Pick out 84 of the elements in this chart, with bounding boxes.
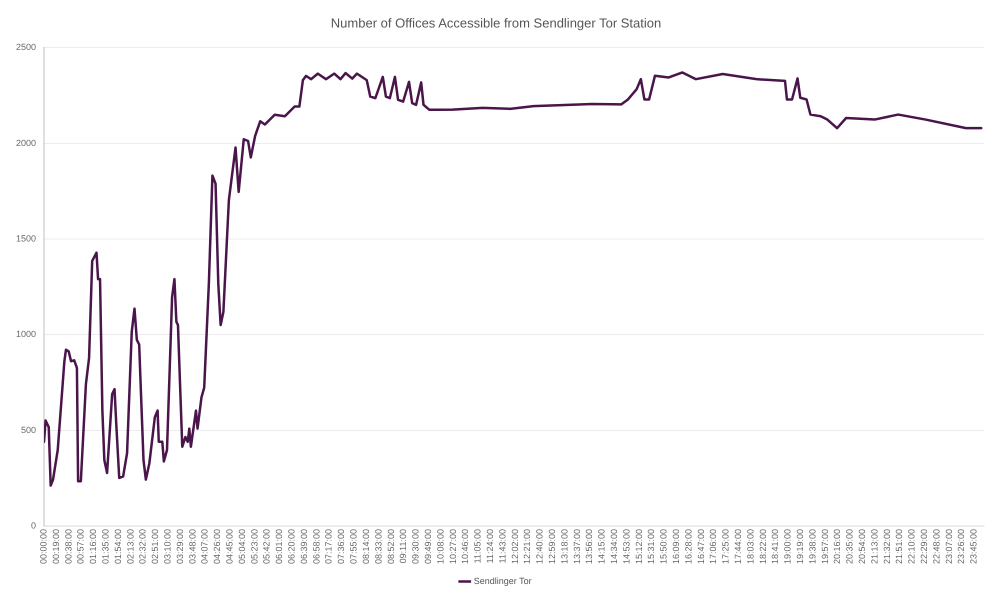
legend-label: Sendlinger Tor bbox=[474, 576, 532, 586]
x-tick-label: 00:00:00 bbox=[38, 528, 49, 564]
x-tick-label: 09:49:00 bbox=[422, 528, 433, 564]
x-tick-label: 18:22:00 bbox=[758, 528, 768, 564]
chart-title: Number of Offices Accessible from Sendlinger Tor Station bbox=[330, 15, 662, 30]
x-tick-label: 08:14:00 bbox=[360, 528, 371, 564]
x-tick-label: 08:33:00 bbox=[373, 528, 384, 564]
x-tick-label: 03:10:00 bbox=[162, 528, 173, 564]
x-tick-label: 18:41:00 bbox=[770, 528, 780, 564]
x-tick-label: 15:31:00 bbox=[646, 528, 656, 564]
x-tick-label: 18:03:00 bbox=[745, 528, 756, 564]
x-tick-label: 00:19:00 bbox=[50, 528, 61, 564]
x-tick-label: 10:27:00 bbox=[448, 528, 458, 564]
x-tick-label: 08:52:00 bbox=[386, 528, 396, 564]
x-tick-label: 09:30:00 bbox=[410, 528, 421, 564]
x-tick-label: 05:42:00 bbox=[262, 528, 272, 564]
x-tick-label: 20:54:00 bbox=[857, 528, 868, 564]
x-tick-label: 10:08:00 bbox=[435, 528, 446, 564]
x-tick-label: 11:43:00 bbox=[497, 528, 508, 564]
x-tick-label: 16:28:00 bbox=[683, 528, 694, 564]
x-tick-label: 22:29:00 bbox=[919, 528, 930, 564]
x-tick-label: 02:13:00 bbox=[125, 528, 136, 564]
x-tick-label: 13:18:00 bbox=[559, 528, 570, 564]
y-tick-label: 2500 bbox=[16, 42, 36, 52]
y-tick-label: 500 bbox=[20, 424, 36, 435]
x-tick-label: 07:17:00 bbox=[324, 528, 334, 564]
x-tick-label: 16:09:00 bbox=[671, 528, 681, 564]
y-tick-label: 1000 bbox=[16, 329, 36, 340]
x-tick-label: 19:00:00 bbox=[782, 528, 793, 564]
x-tick-label: 22:48:00 bbox=[931, 528, 942, 564]
x-tick-label: 16:47:00 bbox=[696, 528, 706, 564]
x-tick-label: 14:53:00 bbox=[621, 528, 632, 564]
x-tick-label: 00:38:00 bbox=[63, 528, 74, 564]
x-tick-label: 06:39:00 bbox=[298, 528, 309, 564]
x-tick-label: 00:57:00 bbox=[76, 528, 86, 564]
x-tick-label: 15:12:00 bbox=[634, 528, 644, 564]
x-tick-label: 23:07:00 bbox=[944, 528, 954, 564]
x-tick-label: 19:19:00 bbox=[795, 528, 806, 564]
x-tick-label: 21:13:00 bbox=[869, 528, 880, 564]
x-tick-label: 12:59:00 bbox=[546, 528, 557, 564]
y-tick-label: 0 bbox=[31, 520, 36, 530]
x-tick-label: 22:10:00 bbox=[906, 528, 917, 564]
x-tick-label: 05:23:00 bbox=[249, 528, 260, 564]
x-tick-label: 03:48:00 bbox=[187, 528, 198, 564]
x-tick-label: 06:20:00 bbox=[286, 528, 297, 564]
x-tick-label: 09:11:00 bbox=[398, 528, 408, 564]
x-tick-label: 12:02:00 bbox=[510, 528, 520, 564]
x-tick-label: 14:34:00 bbox=[608, 528, 619, 564]
x-tick-label: 06:01:00 bbox=[274, 528, 284, 564]
x-tick-label: 07:36:00 bbox=[336, 528, 346, 564]
x-tick-label: 02:32:00 bbox=[138, 528, 148, 564]
x-tick-label: 17:25:00 bbox=[720, 528, 731, 564]
x-tick-label: 01:54:00 bbox=[112, 528, 123, 564]
x-tick-label: 01:35:00 bbox=[100, 528, 111, 564]
x-tick-label: 03:29:00 bbox=[174, 528, 185, 564]
x-tick-label: 19:57:00 bbox=[820, 528, 830, 564]
x-tick-label: 20:35:00 bbox=[844, 528, 855, 564]
x-tick-label: 15:50:00 bbox=[658, 528, 669, 564]
x-tick-label: 17:44:00 bbox=[733, 528, 744, 564]
x-tick-label: 17:06:00 bbox=[708, 528, 718, 564]
x-tick-label: 04:26:00 bbox=[212, 528, 222, 564]
y-tick-label: 2000 bbox=[16, 138, 36, 148]
y-tick-label: 1500 bbox=[16, 233, 36, 244]
x-tick-label: 23:45:00 bbox=[968, 528, 979, 564]
x-tick-label: 12:21:00 bbox=[522, 528, 532, 564]
x-tick-label: 13:56:00 bbox=[584, 528, 594, 564]
x-tick-label: 05:04:00 bbox=[236, 528, 247, 564]
x-tick-label: 11:24:00 bbox=[484, 528, 495, 564]
x-tick-label: 01:16:00 bbox=[88, 528, 98, 564]
x-tick-label: 07:55:00 bbox=[348, 528, 359, 564]
x-tick-label: 13:37:00 bbox=[572, 528, 582, 564]
x-tick-label: 11:05:00 bbox=[472, 528, 483, 564]
x-tick-label: 21:51:00 bbox=[894, 528, 904, 564]
x-tick-label: 04:07:00 bbox=[200, 528, 210, 564]
x-tick-label: 12:40:00 bbox=[534, 528, 545, 564]
x-tick-label: 19:38:00 bbox=[807, 528, 818, 564]
x-tick-label: 06:58:00 bbox=[311, 528, 322, 564]
x-tick-label: 10:46:00 bbox=[460, 528, 470, 564]
x-tick-label: 04:45:00 bbox=[224, 528, 235, 564]
x-tick-label: 23:26:00 bbox=[956, 528, 966, 564]
x-tick-label: 20:16:00 bbox=[832, 528, 842, 564]
x-tick-label: 21:32:00 bbox=[882, 528, 892, 564]
x-tick-label: 02:51:00 bbox=[150, 528, 160, 564]
x-tick-label: 14:15:00 bbox=[596, 528, 607, 564]
